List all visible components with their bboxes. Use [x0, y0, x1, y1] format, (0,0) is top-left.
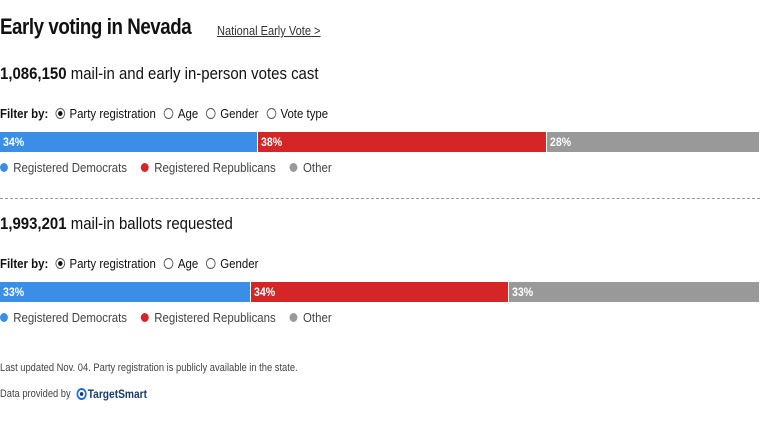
link-text[interactable]: National Early Vote [217, 23, 311, 38]
logo-text: TargetSmart [87, 387, 148, 401]
legend-text: Other [303, 160, 332, 175]
legend: Registered Democrats Registered Republica… [0, 310, 346, 325]
legend-swatch [0, 313, 8, 322]
filter-text[interactable]: Gender [220, 106, 259, 121]
subtitle: mail-in and early in-person votes cast [70, 64, 319, 83]
national-link[interactable]: National Early Vote > [217, 23, 321, 38]
logo-icon [76, 388, 87, 400]
stacked-bar: 33% 34% 33% [0, 282, 760, 302]
subtitle: mail-in ballots requested [70, 214, 233, 233]
legend-swatch [0, 163, 8, 172]
legend-swatch [141, 313, 150, 322]
filter-option[interactable]: Party registration [55, 106, 156, 121]
radio[interactable] [206, 108, 216, 119]
filter-text[interactable]: Party registration [69, 256, 156, 271]
filter-option[interactable]: Vote type [266, 106, 328, 121]
legend-text: Other [303, 310, 332, 325]
radio[interactable] [55, 108, 66, 119]
legend-item: Registered Democrats [0, 310, 127, 325]
total: 1,086,150 [0, 64, 67, 83]
filter-text[interactable]: Vote type [280, 106, 329, 121]
filter-option[interactable]: Gender [206, 106, 258, 121]
filter-option[interactable]: Age [163, 106, 199, 121]
section-heading: 1,993,201 mail-in ballots requested [0, 214, 233, 234]
source: Data provided by TargetSmart [0, 387, 147, 401]
legend-swatch [141, 163, 150, 172]
legend-swatch [289, 163, 298, 172]
logo: TargetSmart [76, 387, 147, 401]
total: 1,993,201 [0, 214, 67, 233]
legend-item: Other [289, 160, 332, 175]
radio[interactable] [163, 258, 174, 269]
legend-text: Registered Democrats [13, 160, 128, 175]
section: 1,086,150 mail-in and early in-person vo… [0, 64, 761, 204]
filter-bar: Filter by: Party registration Age Gender Vot… [0, 106, 336, 121]
filter-option[interactable]: Party registration [55, 256, 156, 271]
bar-segment: 38% [258, 132, 548, 152]
filter-label: Filter by: [0, 256, 49, 271]
legend-text: Registered Republicans [154, 160, 276, 175]
radio[interactable] [206, 258, 216, 269]
legend-text: Registered Republicans [154, 310, 276, 325]
bar-segment: 34% [0, 132, 259, 152]
value-label: 34% [3, 135, 25, 149]
legend-item: Registered Republicans [141, 160, 276, 175]
filter-option[interactable]: Age [163, 256, 199, 271]
legend-item: Registered Democrats [0, 160, 127, 175]
radio[interactable] [163, 108, 174, 119]
filter-bar: Filter by: Party registration Age Gender [0, 256, 266, 271]
filter-text[interactable]: Gender [220, 256, 259, 271]
filter-text[interactable]: Age [177, 106, 199, 121]
value-label: 33% [512, 285, 534, 299]
divider [0, 198, 760, 199]
bar-segment: 33% [0, 282, 251, 302]
bar-segment: 33% [509, 282, 760, 302]
filter-text[interactable]: Age [177, 256, 199, 271]
legend-item: Registered Republicans [141, 310, 276, 325]
legend-text: Registered Democrats [13, 310, 128, 325]
section-heading: 1,086,150 mail-in and early in-person vo… [0, 64, 319, 84]
value-label: 34% [253, 285, 275, 299]
legend-swatch [289, 313, 298, 322]
title-wrap: Early voting in Nevada [0, 14, 225, 40]
radio[interactable] [55, 258, 66, 269]
legend: Registered Democrats Registered Republica… [0, 160, 346, 175]
legend-item: Other [289, 310, 332, 325]
bar-segment: 28% [547, 132, 760, 152]
source-prefix: Data provided by [0, 388, 71, 400]
filter-option[interactable]: Gender [206, 256, 258, 271]
value-label: 33% [3, 285, 25, 299]
value-label: 28% [550, 135, 572, 149]
section: 1,993,201 mail-in ballots requested Filte… [0, 214, 761, 354]
value-label: 38% [261, 135, 283, 149]
page-title: Early voting in Nevada [0, 14, 192, 39]
stacked-bar: 34% 38% 28% [0, 132, 760, 152]
radio[interactable] [266, 108, 277, 119]
filter-label: Filter by: [0, 106, 49, 121]
footer-note: Last updated Nov. 04. Party registration… [0, 362, 298, 374]
filter-text[interactable]: Party registration [69, 106, 156, 121]
bar-segment: 34% [250, 282, 510, 302]
